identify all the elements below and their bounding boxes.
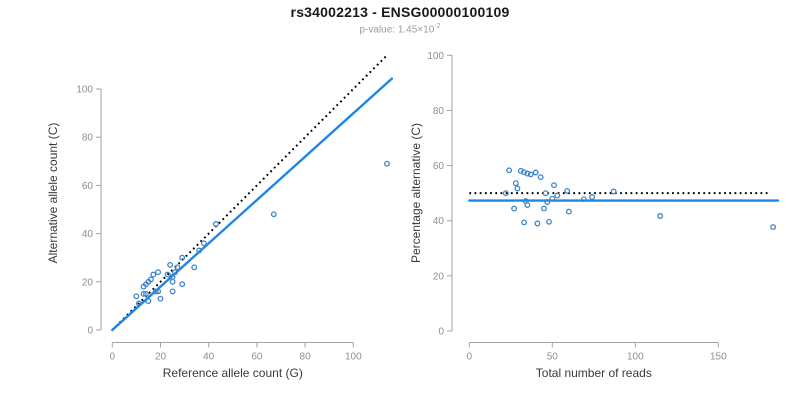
data-point (551, 182, 557, 189)
allele-counts-points (133, 160, 390, 307)
x-tick-label: 150 (710, 352, 727, 363)
x-tick-label: 100 (345, 352, 362, 363)
data-point (143, 290, 149, 297)
data-point (512, 180, 519, 187)
data-point (544, 199, 551, 205)
y-tick-label: 60 (82, 181, 94, 192)
y-tick-label: 80 (433, 106, 445, 117)
data-point (542, 190, 549, 197)
x-tick-label: 100 (627, 352, 644, 363)
data-point (152, 288, 159, 295)
data-point (155, 269, 162, 276)
data-point (140, 290, 147, 297)
x-axis-title: Total number of reads (536, 366, 652, 380)
y-axis-title: Percentage alternative (C) (409, 123, 423, 263)
subtitle-text: p-value: 1.45×10 (359, 24, 435, 36)
data-point (191, 264, 198, 271)
data-point (196, 247, 203, 254)
data-point (549, 195, 556, 202)
y-tick-label: 60 (433, 161, 445, 172)
subtitle: p-value: 1.45×10-2 (0, 23, 800, 35)
data-point (541, 205, 547, 212)
data-point (770, 224, 777, 231)
data-point (521, 219, 528, 226)
x-tick-label: 40 (203, 352, 215, 363)
data-point (554, 192, 561, 199)
data-point (172, 269, 178, 276)
data-point (179, 281, 186, 288)
data-point (514, 185, 521, 192)
data-point (155, 288, 162, 295)
allele-counts-fit-line (111, 77, 394, 332)
y-tick-label: 0 (438, 327, 444, 338)
data-point (147, 276, 154, 283)
allele-counts-expected-line (111, 54, 388, 331)
y-tick-label: 20 (433, 271, 445, 282)
data-point (589, 194, 596, 200)
y-tick-label: 80 (82, 133, 94, 144)
data-point (384, 160, 390, 167)
x-tick-label: 20 (155, 352, 167, 363)
percentage-alternative-points (502, 167, 777, 231)
data-point (521, 169, 528, 176)
data-point (150, 271, 157, 278)
data-point (610, 188, 617, 195)
percentage-alternative-chart: 0 20 40 60 80 100 0 50 100 150 Total number of rea… (409, 51, 780, 380)
x-tick-label: 50 (547, 352, 559, 363)
y-tick-label: 40 (433, 216, 445, 227)
data-point (179, 254, 186, 261)
y-tick-label: 0 (87, 326, 93, 337)
subtitle-exponent: -2 (434, 23, 441, 30)
x-tick-label: 60 (251, 352, 263, 363)
x-tick-label: 0 (467, 352, 473, 363)
y-tick-label: 100 (76, 85, 93, 96)
x-axis-title: Reference allele count (G) (163, 366, 303, 380)
data-point (527, 171, 534, 178)
y-tick-label: 100 (427, 51, 444, 62)
data-point (524, 170, 531, 177)
data-point (174, 264, 181, 271)
data-point (169, 278, 176, 285)
data-point (580, 196, 587, 203)
data-point (502, 190, 509, 197)
data-point (135, 300, 142, 307)
data-point (145, 298, 152, 305)
y-tick-label: 20 (82, 277, 94, 288)
data-point (169, 288, 176, 295)
data-point (212, 221, 219, 227)
page-title: rs34002213 - ENSG00000100109 (290, 4, 510, 20)
y-axis-title: Alternative allele count (C) (46, 123, 60, 264)
data-point (270, 211, 277, 218)
data-point (524, 202, 531, 208)
data-point (511, 205, 518, 212)
y-tick-label: 40 (82, 229, 94, 240)
data-point (167, 261, 174, 268)
x-tick-label: 80 (300, 352, 312, 363)
allele-counts-chart: 0 20 40 60 80 100 0 20 40 60 80 100 Reference allele… (46, 54, 394, 380)
data-point (546, 218, 552, 225)
data-point (565, 208, 572, 215)
data-point (537, 174, 544, 181)
data-point (200, 240, 207, 247)
data-point (169, 274, 176, 280)
data-point (564, 187, 571, 194)
data-point (657, 213, 664, 219)
data-point (133, 293, 140, 300)
data-point (517, 167, 524, 174)
data-point (157, 295, 164, 302)
data-point (534, 220, 541, 227)
x-tick-label: 0 (110, 352, 116, 363)
data-point (532, 169, 539, 176)
data-point (506, 167, 513, 174)
data-point (164, 271, 171, 278)
